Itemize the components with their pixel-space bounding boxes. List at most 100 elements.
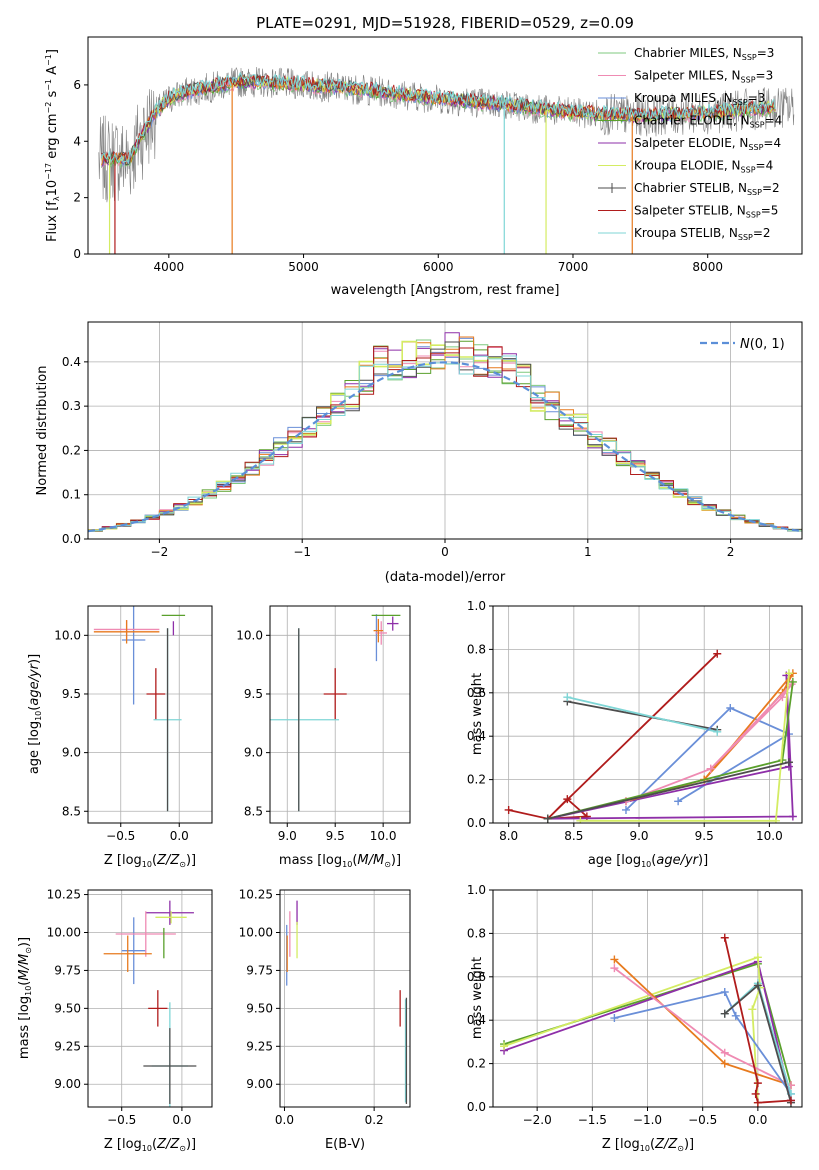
label-part: mass [log bbox=[17, 996, 32, 1059]
label-part: SSP bbox=[733, 98, 748, 107]
errorbar-point bbox=[148, 990, 168, 1027]
x-axis-label: age [log10​(age/yr)] bbox=[588, 853, 708, 869]
label-part: 10 bbox=[640, 1144, 650, 1153]
axes-residuals: −2 −1 0 1 2 0.0 0.1 0.2 0.3 0.4 bbox=[62, 321, 803, 559]
weight-series bbox=[547, 675, 794, 820]
label-part: Salpeter STELIB, N bbox=[634, 204, 746, 218]
x-tick-label: −1.5 bbox=[578, 1113, 607, 1127]
y-tick-label: 10.25 bbox=[239, 888, 273, 902]
y-tick-label: 0.4 bbox=[467, 729, 486, 743]
label-part: M/M bbox=[17, 954, 32, 981]
y-tick-label: 8.5 bbox=[62, 804, 81, 818]
errorbar-point bbox=[143, 1028, 197, 1104]
label-part: =2 bbox=[762, 181, 780, 195]
weight-marker bbox=[784, 669, 793, 678]
errorbar-point bbox=[146, 668, 166, 720]
y-tick-label: 9.00 bbox=[246, 1077, 273, 1091]
label-part: )] bbox=[17, 937, 32, 947]
label-part: ( bbox=[27, 706, 42, 711]
label-part: Z [log bbox=[104, 853, 142, 868]
errorbar-point bbox=[145, 900, 194, 925]
label-part: Kroupa STELIB, N bbox=[634, 226, 738, 240]
weight-marker bbox=[788, 677, 797, 686]
x-tick-label: 9.5 bbox=[695, 829, 714, 843]
legend-entry: Kroupa ELODIE, NSSP​=4 bbox=[634, 159, 773, 175]
label-part: )] bbox=[391, 853, 401, 868]
label-part: erg cm bbox=[45, 113, 60, 162]
x-tick-label: −0.5 bbox=[688, 1113, 717, 1127]
x-tick-label: −2.0 bbox=[523, 1113, 552, 1127]
label-part: N bbox=[740, 337, 750, 352]
weight-marker bbox=[610, 1014, 619, 1023]
gaussian-legend-label: N(0, 1) bbox=[740, 337, 785, 352]
weight-marker bbox=[753, 1079, 762, 1088]
x-tick-label: −1 bbox=[293, 545, 311, 559]
weight-marker bbox=[720, 1059, 729, 1068]
y-tick-label: 10.0 bbox=[236, 628, 263, 642]
label-part: Z/Z bbox=[156, 1137, 180, 1152]
label-part: Flux [f bbox=[45, 201, 60, 242]
y-tick-label: 9.0 bbox=[244, 746, 263, 760]
axes-age-vs-Z: −0.5 0.0 8.5 9.0 9.5 10.0 bbox=[54, 605, 213, 843]
label-part: )] bbox=[186, 853, 196, 868]
label-part: ( bbox=[650, 1137, 655, 1152]
x-tick-label: 0 bbox=[441, 545, 449, 559]
x-tick-label: 8.5 bbox=[564, 829, 583, 843]
weight-series bbox=[567, 700, 718, 731]
label-part: =5 bbox=[761, 204, 779, 218]
label-part: Chabrier ELODIE, N bbox=[634, 114, 750, 128]
x-tick-label: 7000 bbox=[558, 260, 589, 274]
weight-series bbox=[567, 696, 718, 733]
weight-marker bbox=[563, 693, 572, 702]
weight-marker bbox=[720, 933, 729, 942]
y-tick-label: 0.2 bbox=[467, 1057, 486, 1071]
y-tick-label: 0 bbox=[73, 247, 81, 261]
label-part: 10 bbox=[641, 860, 651, 869]
label-part: Chabrier STELIB, N bbox=[634, 181, 747, 195]
label-part: 10 bbox=[142, 860, 152, 869]
axes-weight-vs-age: 8.0 8.5 9.0 9.5 10.0 0.0 0.2 0.4 0.6 0.8 1.0 bbox=[467, 599, 803, 843]
plot-area bbox=[103, 900, 197, 1107]
label-part: SSP bbox=[750, 121, 765, 130]
y-tick-label: 10.25 bbox=[47, 888, 81, 902]
axes-frame bbox=[279, 889, 411, 1108]
y-tick-label: 0.2 bbox=[467, 773, 486, 787]
label-part: SSP bbox=[746, 211, 761, 220]
y-axis-label: mass [log10​(M/M⊙​)] bbox=[17, 937, 33, 1059]
y-tick-label: 9.75 bbox=[54, 963, 81, 977]
x-tick-label: −2 bbox=[151, 545, 169, 559]
x-tick-label: 5000 bbox=[288, 260, 319, 274]
x-axis-label: mass [log10​(M/M⊙​)] bbox=[279, 853, 401, 869]
label-part: M/M bbox=[357, 853, 384, 868]
x-axis-label: wavelength [Angstrom, rest frame] bbox=[331, 283, 560, 298]
axes-frame bbox=[492, 605, 803, 824]
weight-marker bbox=[753, 981, 762, 990]
legend-entry: Salpeter MILES, NSSP​=3 bbox=[634, 69, 773, 85]
weight-series bbox=[580, 673, 790, 822]
y-tick-label: 0.4 bbox=[467, 1013, 486, 1027]
y-axis-label: Flux [fλ​10−17​ erg cm−2​ s−1​ A−1​] bbox=[44, 49, 61, 242]
label-part: =3 bbox=[756, 69, 774, 83]
y-tick-label: 0.0 bbox=[467, 816, 486, 830]
label-part: )] bbox=[698, 853, 708, 868]
weight-marker bbox=[500, 1042, 509, 1051]
label-part: SSP bbox=[741, 76, 756, 85]
legend-entry: Kroupa MILES, NSSP​=3 bbox=[634, 91, 765, 107]
x-tick-label: 9.0 bbox=[629, 829, 648, 843]
y-tick-label: 9.50 bbox=[54, 1001, 81, 1015]
y-tick-label: 9.00 bbox=[54, 1077, 81, 1091]
x-axis-label: E(B-V) bbox=[325, 1137, 365, 1152]
label-part: s bbox=[45, 91, 60, 102]
label-part: ⊙ bbox=[179, 1144, 186, 1153]
label-part: A bbox=[45, 66, 60, 79]
weight-marker bbox=[576, 816, 585, 823]
plot-area bbox=[93, 606, 186, 812]
weight-series bbox=[547, 681, 794, 820]
label-part: ⊙ bbox=[179, 860, 186, 869]
label-part: ( bbox=[152, 853, 157, 868]
axes-frame bbox=[87, 889, 213, 1108]
weight-marker bbox=[610, 964, 619, 973]
x-tick-label: 4000 bbox=[154, 260, 185, 274]
y-axis-label: Normed distribution bbox=[35, 366, 50, 496]
x-axis-label: (data-model)/error bbox=[385, 570, 506, 585]
